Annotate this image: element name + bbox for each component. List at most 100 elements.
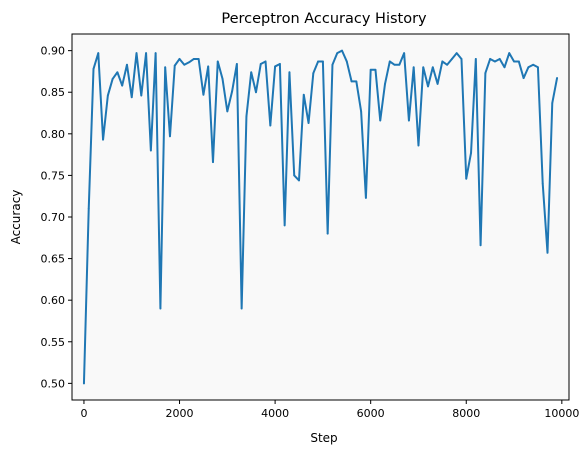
data-point [403, 52, 406, 55]
y-tick-label: 0.65 [41, 253, 66, 266]
x-axis-label: Step [310, 431, 337, 445]
data-point [231, 90, 233, 93]
x-tick-label: 2000 [166, 407, 194, 420]
data-point [369, 68, 372, 71]
data-point [283, 224, 286, 227]
data-point [341, 49, 343, 52]
data-point [513, 60, 515, 63]
y-tick-label: 0.80 [41, 128, 66, 141]
data-point [97, 52, 100, 55]
data-point [255, 91, 257, 94]
data-point [159, 307, 162, 310]
data-point [336, 52, 339, 55]
data-point [307, 122, 310, 124]
data-point [427, 85, 429, 88]
plot-area [72, 34, 569, 400]
data-point [83, 382, 85, 385]
data-point [278, 63, 281, 65]
y-tick-label: 0.50 [41, 377, 66, 390]
data-point [541, 182, 544, 185]
data-point [173, 64, 176, 67]
data-point [556, 77, 558, 79]
data-point [235, 63, 238, 65]
x-axis-ticks: 0 2000 4000 6000 8000 10000 [80, 400, 579, 420]
data-points [83, 49, 558, 385]
data-point [460, 58, 463, 60]
data-point [527, 66, 530, 69]
x-tick-label: 4000 [261, 407, 289, 420]
data-point [388, 60, 391, 63]
data-point [408, 119, 410, 122]
data-point [551, 102, 554, 104]
y-axis-label: Accuracy [9, 190, 23, 245]
data-point [532, 63, 535, 66]
data-point [436, 83, 439, 85]
data-point [379, 119, 382, 122]
data-point [121, 84, 124, 87]
x-tick-label: 10000 [544, 407, 579, 420]
data-point [455, 52, 458, 55]
data-point [498, 58, 501, 60]
x-tick-label: 8000 [452, 407, 480, 420]
data-point [111, 78, 114, 80]
data-point [384, 83, 386, 85]
data-point [140, 94, 143, 97]
data-point [130, 96, 133, 99]
data-point [441, 60, 444, 63]
data-point [221, 78, 224, 80]
data-point [451, 58, 453, 60]
data-point [202, 93, 205, 96]
data-point [431, 66, 434, 69]
data-point [192, 58, 195, 60]
data-point [374, 68, 377, 71]
data-point [259, 63, 262, 65]
data-point [446, 63, 449, 66]
data-point [197, 58, 200, 60]
data-point [102, 138, 104, 141]
data-point [216, 60, 219, 63]
data-point [274, 65, 276, 68]
data-point [326, 232, 329, 235]
data-point [417, 144, 420, 147]
data-point [474, 58, 477, 60]
data-point [331, 63, 334, 66]
data-point [508, 52, 511, 55]
data-point [149, 149, 152, 152]
data-point [226, 110, 229, 113]
data-point [269, 124, 272, 127]
data-point [264, 60, 267, 63]
data-point [169, 135, 171, 138]
data-point [145, 52, 147, 55]
data-point [365, 196, 367, 199]
data-point [92, 68, 95, 70]
y-tick-label: 0.70 [41, 211, 66, 224]
data-point [164, 66, 167, 69]
data-point [321, 60, 324, 63]
y-tick-label: 0.75 [41, 169, 66, 182]
data-point [393, 63, 396, 66]
data-point [494, 60, 496, 63]
data-point [398, 63, 401, 66]
data-point [522, 77, 525, 79]
data-point [345, 60, 348, 63]
data-point [240, 307, 243, 310]
data-point [135, 52, 138, 55]
data-point [298, 179, 300, 182]
data-point [465, 177, 468, 180]
y-tick-label: 0.55 [41, 336, 66, 349]
data-point [517, 60, 520, 63]
x-tick-label: 0 [80, 407, 87, 420]
y-axis-ticks: 0.50 0.55 0.60 0.65 0.70 0.75 0.80 0.85 0.90 [41, 45, 72, 390]
data-point [178, 58, 181, 60]
data-point [479, 244, 482, 247]
y-tick-label: 0.85 [41, 86, 66, 99]
data-point [360, 110, 363, 113]
data-point [288, 71, 291, 74]
data-point [350, 80, 353, 83]
data-point [154, 52, 157, 55]
data-point [546, 251, 549, 254]
chart-title: Perceptron Accuracy History [221, 11, 427, 27]
x-tick-label: 6000 [357, 407, 385, 420]
